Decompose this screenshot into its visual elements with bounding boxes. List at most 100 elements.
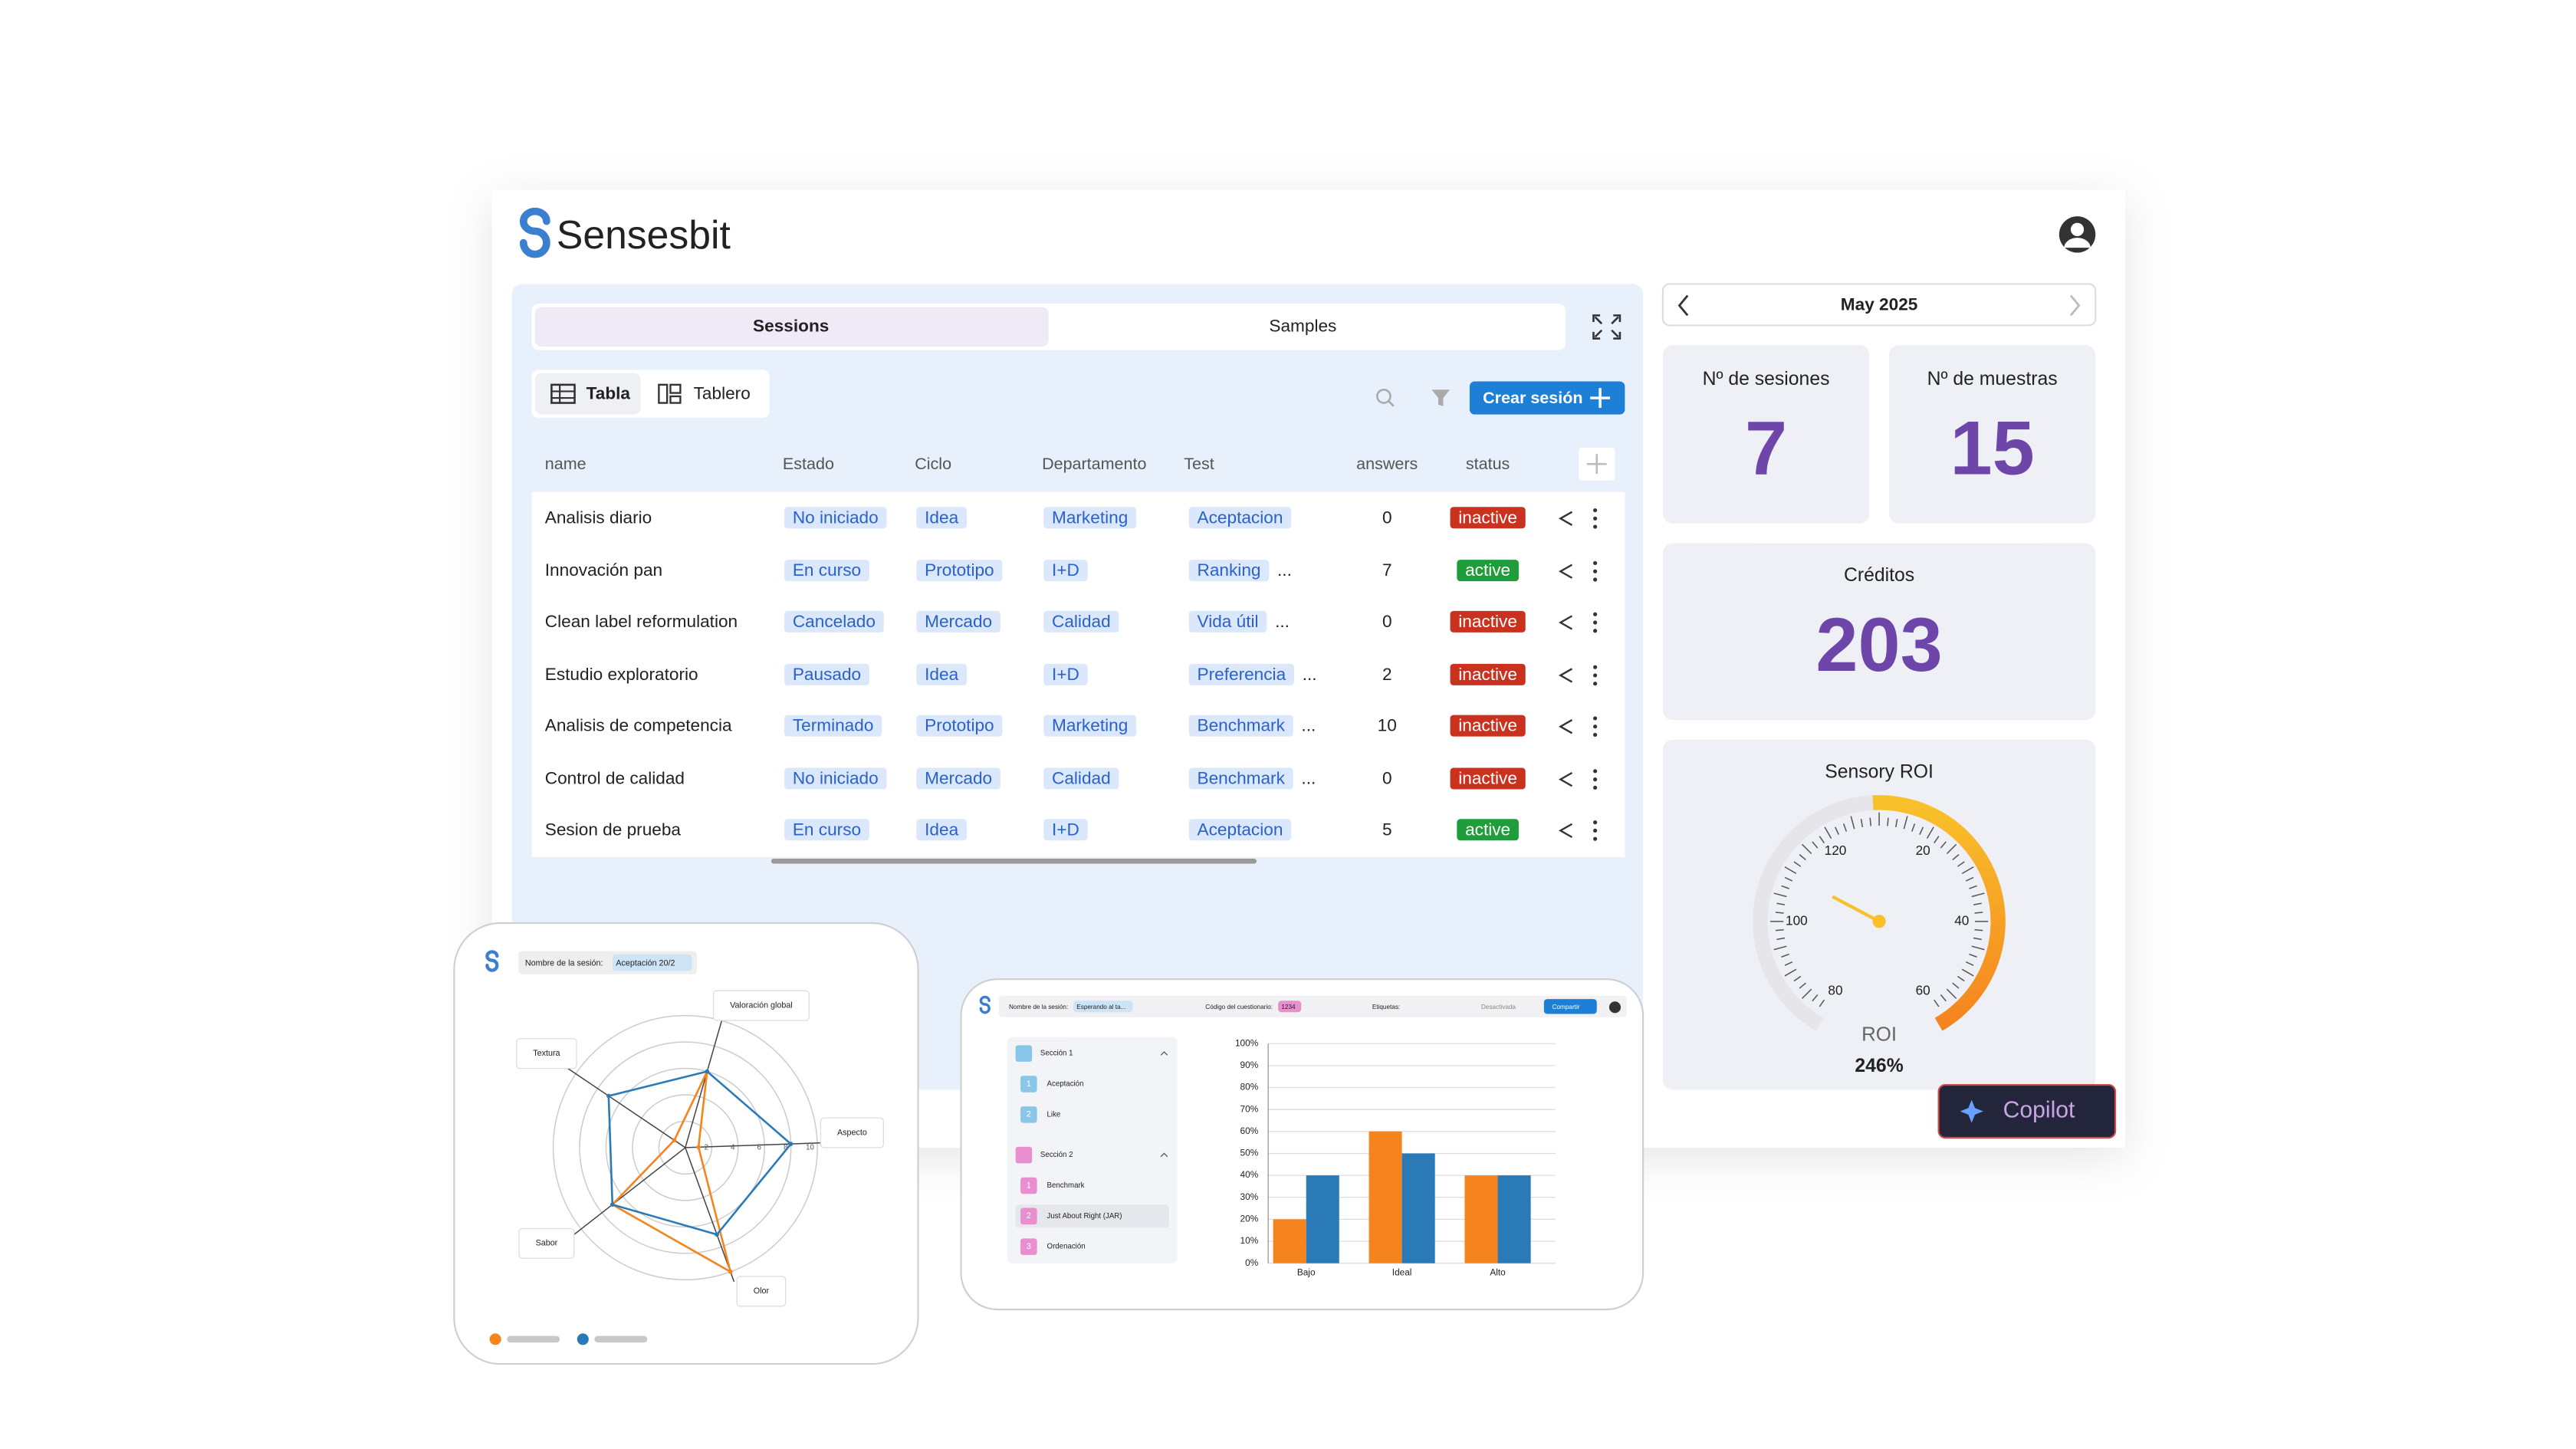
menu-dot[interactable]	[1593, 569, 1598, 573]
view-option[interactable]: Tabla	[586, 384, 631, 403]
item-label[interactable]: Aceptación	[1047, 1080, 1084, 1089]
menu-dot[interactable]	[1593, 516, 1598, 521]
session-name: Clean label reformulation	[545, 612, 738, 631]
share-icon[interactable]	[1558, 564, 1573, 579]
tag-bg	[784, 610, 884, 632]
item-label[interactable]: Ordenación	[1047, 1243, 1086, 1251]
radar-axis	[685, 1147, 735, 1283]
menu-dot[interactable]	[1593, 682, 1598, 686]
gauge-tick	[1961, 866, 1974, 875]
prev-month[interactable]	[1677, 294, 1689, 317]
gauge-tick	[1824, 826, 1832, 840]
menu-dot[interactable]	[1593, 629, 1598, 633]
share-icon[interactable]	[1558, 719, 1573, 734]
status-badge: inactive	[1458, 508, 1517, 527]
y-tick-label: 80%	[1240, 1082, 1259, 1092]
tag: No iniciado	[793, 769, 879, 788]
view-option[interactable]: Tablero	[694, 384, 751, 403]
menu-dot[interactable]	[1593, 732, 1598, 738]
tag: I+D	[1052, 665, 1079, 684]
radar-series	[607, 1070, 793, 1236]
expand-icon[interactable]	[1592, 314, 1622, 340]
credits-card	[1662, 543, 2096, 721]
menu-dot[interactable]	[1593, 769, 1598, 774]
menu-dot[interactable]	[1593, 577, 1598, 582]
scrollbar[interactable]	[770, 859, 1257, 864]
share-icon[interactable]	[1558, 511, 1573, 526]
tag-bg	[916, 715, 1003, 737]
x-tick-label: Alto	[1490, 1267, 1506, 1278]
gauge-tick	[1784, 968, 1797, 977]
menu-dot[interactable]	[1593, 508, 1598, 513]
radar-point	[705, 1069, 710, 1074]
y-tick-label: 30%	[1240, 1191, 1259, 1202]
column-header: status	[1466, 455, 1510, 473]
tab[interactable]: Sessions	[753, 316, 829, 335]
menu-dot[interactable]	[1593, 828, 1598, 833]
share-button[interactable]	[1543, 999, 1597, 1014]
radar-ring	[632, 1094, 739, 1201]
share-icon[interactable]	[1558, 615, 1573, 630]
stat-label: Nº de sesiones	[1703, 369, 1830, 389]
menu-dot[interactable]	[1593, 673, 1598, 678]
create-button[interactable]	[1469, 381, 1625, 415]
sparkle-icon	[1960, 1099, 1983, 1123]
search-icon[interactable]	[1376, 389, 1392, 404]
item-label[interactable]: Like	[1047, 1110, 1061, 1119]
gauge-tick	[1971, 892, 1985, 898]
radar-axis-label-box	[518, 1227, 575, 1259]
collapse-icon[interactable]	[1160, 1152, 1168, 1158]
share-icon[interactable]	[1558, 668, 1573, 683]
view-active[interactable]	[534, 373, 641, 415]
toggle-label[interactable]: Desactivada	[1481, 1004, 1516, 1010]
item-label[interactable]: Just About Right (JAR)	[1047, 1212, 1122, 1221]
more-tags: ...	[1303, 665, 1317, 684]
filter-icon[interactable]	[1431, 389, 1451, 406]
menu-dot[interactable]	[1593, 716, 1598, 721]
column-header: Departamento	[1042, 455, 1146, 473]
menu-dot[interactable]	[1593, 612, 1598, 616]
gauge-tick	[1971, 945, 1985, 951]
gauge-tick	[1784, 876, 1793, 882]
session-name: Analisis diario	[545, 508, 652, 527]
gauge-tick	[1934, 999, 1940, 1007]
menu-dot[interactable]	[1593, 836, 1598, 841]
y-tick-label: 50%	[1240, 1148, 1259, 1158]
share-icon[interactable]	[1558, 823, 1573, 839]
answers: 7	[1382, 560, 1392, 580]
gauge-tick	[1793, 861, 1802, 867]
tab[interactable]: Samples	[1269, 316, 1336, 335]
legend-bar	[507, 1336, 560, 1343]
tag: Aceptacion	[1198, 508, 1283, 527]
menu-dot[interactable]	[1593, 665, 1598, 669]
status-badge-bg	[1457, 819, 1519, 841]
collapse-icon[interactable]	[1160, 1051, 1168, 1056]
copilot-button[interactable]	[1937, 1084, 2117, 1139]
radar-point	[606, 1093, 611, 1099]
tag: Calidad	[1052, 612, 1111, 631]
share-icon[interactable]	[1558, 771, 1573, 787]
menu-dot[interactable]	[1593, 560, 1598, 566]
item-label[interactable]: Benchmark	[1047, 1181, 1085, 1190]
answers: 0	[1382, 612, 1392, 631]
gauge-tick	[1974, 912, 1983, 914]
radar-axis	[567, 1067, 686, 1148]
gauge-tick	[1965, 876, 1974, 882]
menu-dot[interactable]	[1593, 620, 1598, 625]
next-month[interactable]	[2069, 294, 2081, 317]
tag: En curso	[793, 820, 861, 839]
tag-bg	[1043, 560, 1088, 582]
gauge-tick	[1965, 961, 1974, 966]
menu-dot[interactable]	[1593, 820, 1598, 825]
radar-ring	[605, 1067, 765, 1228]
bar	[1464, 1175, 1498, 1263]
tag: Cancelado	[793, 612, 876, 631]
menu-dot[interactable]	[1593, 777, 1598, 782]
status-badge: inactive	[1458, 769, 1517, 788]
menu-dot[interactable]	[1593, 724, 1598, 729]
tab-active[interactable]	[534, 307, 1049, 347]
menu-dot[interactable]	[1593, 524, 1598, 529]
answers: 0	[1382, 769, 1392, 788]
menu-dot[interactable]	[1593, 785, 1598, 790]
